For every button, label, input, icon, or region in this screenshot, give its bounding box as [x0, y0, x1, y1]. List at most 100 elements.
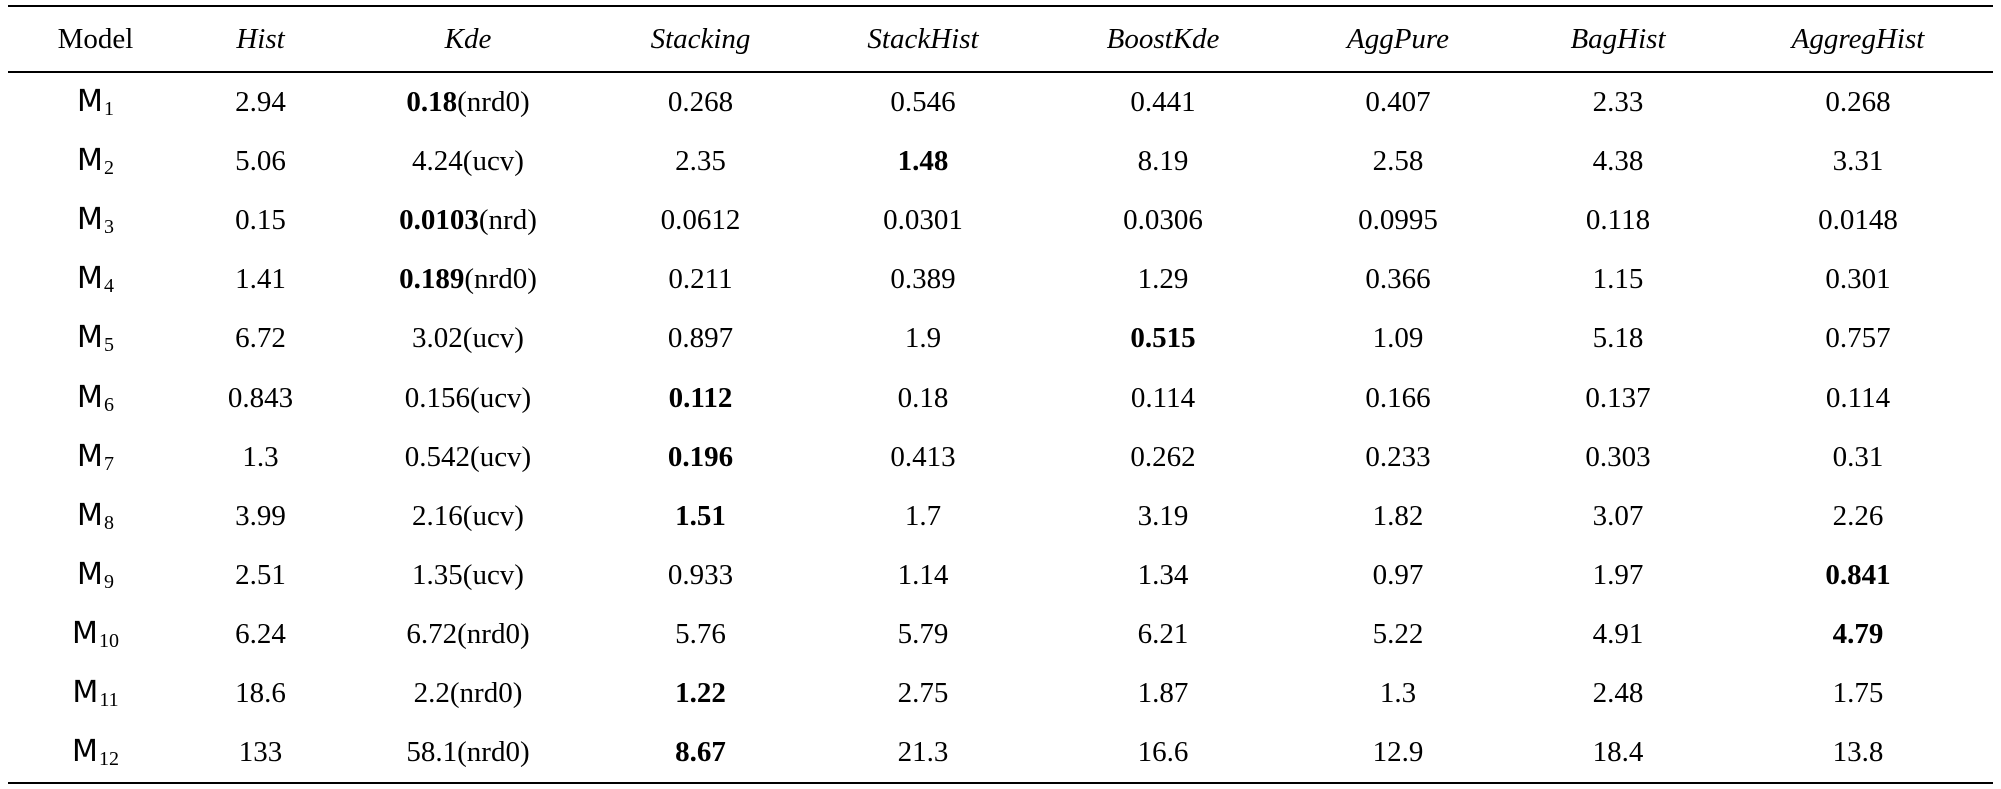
cell-value: 0.441 [1130, 86, 1196, 119]
model-label: M [77, 379, 103, 415]
cell-value: 5.76 [675, 617, 726, 650]
header-stacking: Stacking [650, 22, 751, 55]
cell-value: 3.19 [1137, 499, 1189, 532]
cell-value: 1.34 [1137, 558, 1189, 591]
value-cell: 0.515 [1043, 309, 1283, 368]
cell-value: 0.166 [1365, 381, 1431, 414]
value-cell: 4.24(ucv) [338, 132, 598, 191]
table-row: M8 3.99 2.16(ucv) 1.51 1.7 3.19 1.82 3.07 2.26 [8, 487, 1993, 546]
value-cell: 1.09 [1283, 309, 1513, 368]
cell-value: 1.3 [242, 440, 279, 473]
header-row: Model Hist Kde Stacking StackHist BoostK… [8, 6, 1993, 72]
cell-value: 0.757 [1825, 322, 1891, 355]
model-subscript: 5 [103, 334, 114, 357]
cell-value: 1.48 [897, 145, 949, 178]
value-cell: 3.31 [1723, 132, 1993, 191]
value-cell: 1.3 [183, 428, 338, 487]
value-cell: 2.75 [803, 664, 1043, 723]
value-cell: 2.51 [183, 546, 338, 605]
model-subscript: 3 [103, 216, 114, 239]
cell-value: 0.262 [1130, 440, 1196, 473]
value-cell: 5.22 [1283, 605, 1513, 664]
value-cell: 6.21 [1043, 605, 1283, 664]
cell-value: 2.26 [1832, 499, 1884, 532]
value-cell: 0.114 [1043, 368, 1283, 427]
cell-value: 1.75 [1832, 676, 1884, 709]
bandwidth-method: (nrd) [478, 204, 537, 237]
model-subscript: 2 [103, 157, 114, 180]
table-row: M2 5.06 4.24(ucv) 2.35 1.48 8.19 2.58 4.38 3.31 [8, 132, 1993, 191]
model-cell: M7 [8, 428, 183, 487]
cell-value: 0.366 [1365, 263, 1431, 296]
table-row: M1 2.94 0.18(nrd0) 0.268 0.546 0.441 0.407 2.33… [8, 72, 1993, 132]
value-cell: 21.3 [803, 723, 1043, 783]
cell-value: 1.7 [904, 499, 942, 532]
table-body: M1 2.94 0.18(nrd0) 0.268 0.546 0.441 0.407 2.33… [8, 72, 1993, 784]
cell-value: 1.51 [675, 499, 726, 532]
cell-value: 0.0306 [1123, 204, 1203, 237]
cell-value: 5.79 [897, 617, 949, 650]
cell-value: 0.413 [890, 440, 956, 473]
value-cell: 1.87 [1043, 664, 1283, 723]
table-row: M11 18.6 2.2(nrd0) 1.22 2.75 1.87 1.3 2.48 1.75 [8, 664, 1993, 723]
value-cell: 0.0612 [598, 191, 803, 250]
value-cell: 6.72 [183, 309, 338, 368]
model-cell: M4 [8, 250, 183, 309]
bandwidth-method: (ucv) [462, 558, 524, 591]
table-row: M10 6.24 6.72(nrd0) 5.76 5.79 6.21 5.22 4.91 4.7… [8, 605, 1993, 664]
cell-value: 2.58 [1372, 145, 1424, 178]
model-subscript: 12 [98, 748, 119, 771]
value-cell: 2.94 [183, 72, 338, 132]
value-cell: 0.196 [598, 428, 803, 487]
value-cell: 1.7 [803, 487, 1043, 546]
bandwidth-method: (nrd0) [464, 263, 537, 296]
value-cell: 8.67 [598, 723, 803, 783]
bandwidth-method: (ucv) [462, 145, 524, 178]
value-cell: 0.31 [1723, 428, 1993, 487]
model-cell: M12 [8, 723, 183, 783]
cell-value: 6.72 [406, 617, 458, 650]
cell-value: 1.97 [1592, 558, 1644, 591]
cell-value: 0.897 [667, 322, 734, 355]
table-row: M6 0.843 0.156(ucv) 0.112 0.18 0.114 0.166 0.13… [8, 368, 1993, 427]
value-cell: 18.6 [183, 664, 338, 723]
cell-value: 0.301 [1825, 263, 1891, 296]
model-cell: M1 [8, 72, 183, 132]
cell-value: 0.0301 [883, 204, 963, 237]
model-subscript: 1 [103, 98, 114, 121]
value-cell: 0.841 [1723, 546, 1993, 605]
value-cell: 1.82 [1283, 487, 1513, 546]
cell-value: 1.15 [1592, 263, 1644, 296]
cell-value: 4.79 [1832, 617, 1884, 650]
value-cell: 0.112 [598, 368, 803, 427]
cell-value: 18.6 [235, 676, 286, 709]
cell-value: 0.15 [235, 204, 286, 237]
header-aggreghist: AggregHist [1791, 22, 1925, 55]
cell-value: 1.09 [1372, 322, 1424, 355]
model-subscript: 9 [103, 570, 114, 593]
bandwidth-method: (ucv) [462, 499, 524, 532]
value-cell: 0.366 [1283, 250, 1513, 309]
value-cell: 3.02(ucv) [338, 309, 598, 368]
cell-value: 4.91 [1592, 617, 1644, 650]
value-cell: 1.34 [1043, 546, 1283, 605]
cell-value: 1.14 [897, 558, 949, 591]
bandwidth-method: (nrd0) [457, 86, 530, 119]
value-cell: 0.233 [1283, 428, 1513, 487]
value-cell: 3.07 [1513, 487, 1723, 546]
value-cell: 5.06 [183, 132, 338, 191]
value-cell: 0.0306 [1043, 191, 1283, 250]
value-cell: 0.897 [598, 309, 803, 368]
value-cell: 0.407 [1283, 72, 1513, 132]
cell-value: 1.9 [904, 322, 942, 355]
value-cell: 0.211 [598, 250, 803, 309]
cell-value: 1.41 [235, 263, 286, 296]
bandwidth-method: (nrd0) [449, 676, 523, 709]
cell-value: 0.156 [404, 381, 471, 414]
cell-value: 4.24 [412, 145, 463, 178]
model-label: M [72, 674, 99, 710]
value-cell: 1.97 [1513, 546, 1723, 605]
model-subscript: 4 [103, 275, 114, 298]
value-cell: 0.0103(nrd) [338, 191, 598, 250]
cell-value: 0.515 [1130, 322, 1196, 355]
